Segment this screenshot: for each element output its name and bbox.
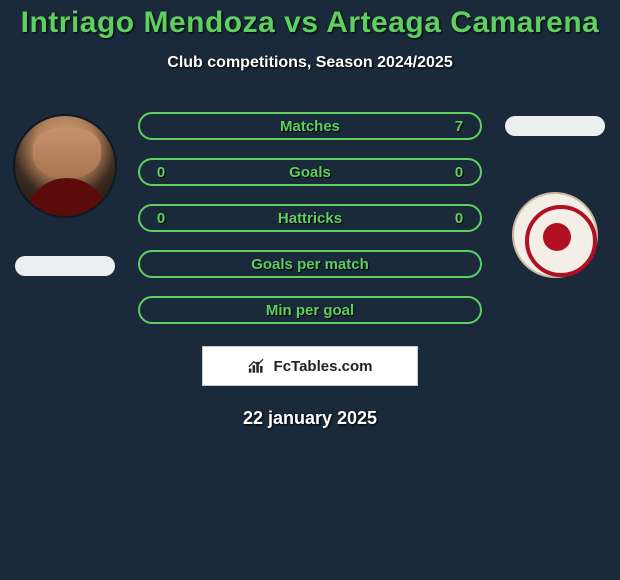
stat-label: Goals xyxy=(168,164,452,181)
stat-right-value: 0 xyxy=(452,164,466,181)
player-right-column xyxy=(500,112,610,278)
stat-label: Goals per match xyxy=(168,256,452,273)
stat-row-hattricks: 0 Hattricks 0 xyxy=(138,204,482,232)
bar-chart-icon xyxy=(248,358,268,374)
stats-column: Matches 7 0 Goals 0 0 Hattricks 0 Goals … xyxy=(138,112,482,324)
subtitle: Club competitions, Season 2024/2025 xyxy=(0,54,620,72)
brand-text: FcTables.com xyxy=(274,358,373,375)
player-left-column xyxy=(10,112,120,276)
stat-label: Hattricks xyxy=(168,210,452,227)
player-right-club-crest xyxy=(512,192,598,278)
stat-right-value: 0 xyxy=(452,210,466,227)
stat-row-min-per-goal: Min per goal xyxy=(138,296,482,324)
player-right-club-badge xyxy=(505,116,605,136)
stat-right-value: 7 xyxy=(452,118,466,135)
player-left-avatar xyxy=(13,114,117,218)
stat-label: Min per goal xyxy=(168,302,452,319)
stat-left-value: 0 xyxy=(154,210,168,227)
stat-row-goals-per-match: Goals per match xyxy=(138,250,482,278)
stat-row-matches: Matches 7 xyxy=(138,112,482,140)
stat-label: Matches xyxy=(168,118,452,135)
main-row: Matches 7 0 Goals 0 0 Hattricks 0 Goals … xyxy=(0,112,620,324)
date-text: 22 january 2025 xyxy=(0,408,620,429)
stat-left-value: 0 xyxy=(154,164,168,181)
comparison-card: Intriago Mendoza vs Arteaga Camarena Clu… xyxy=(0,0,620,429)
page-title: Intriago Mendoza vs Arteaga Camarena xyxy=(0,6,620,40)
brand-footer: FcTables.com xyxy=(202,346,418,386)
player-left-club-badge xyxy=(15,256,115,276)
stat-row-goals: 0 Goals 0 xyxy=(138,158,482,186)
